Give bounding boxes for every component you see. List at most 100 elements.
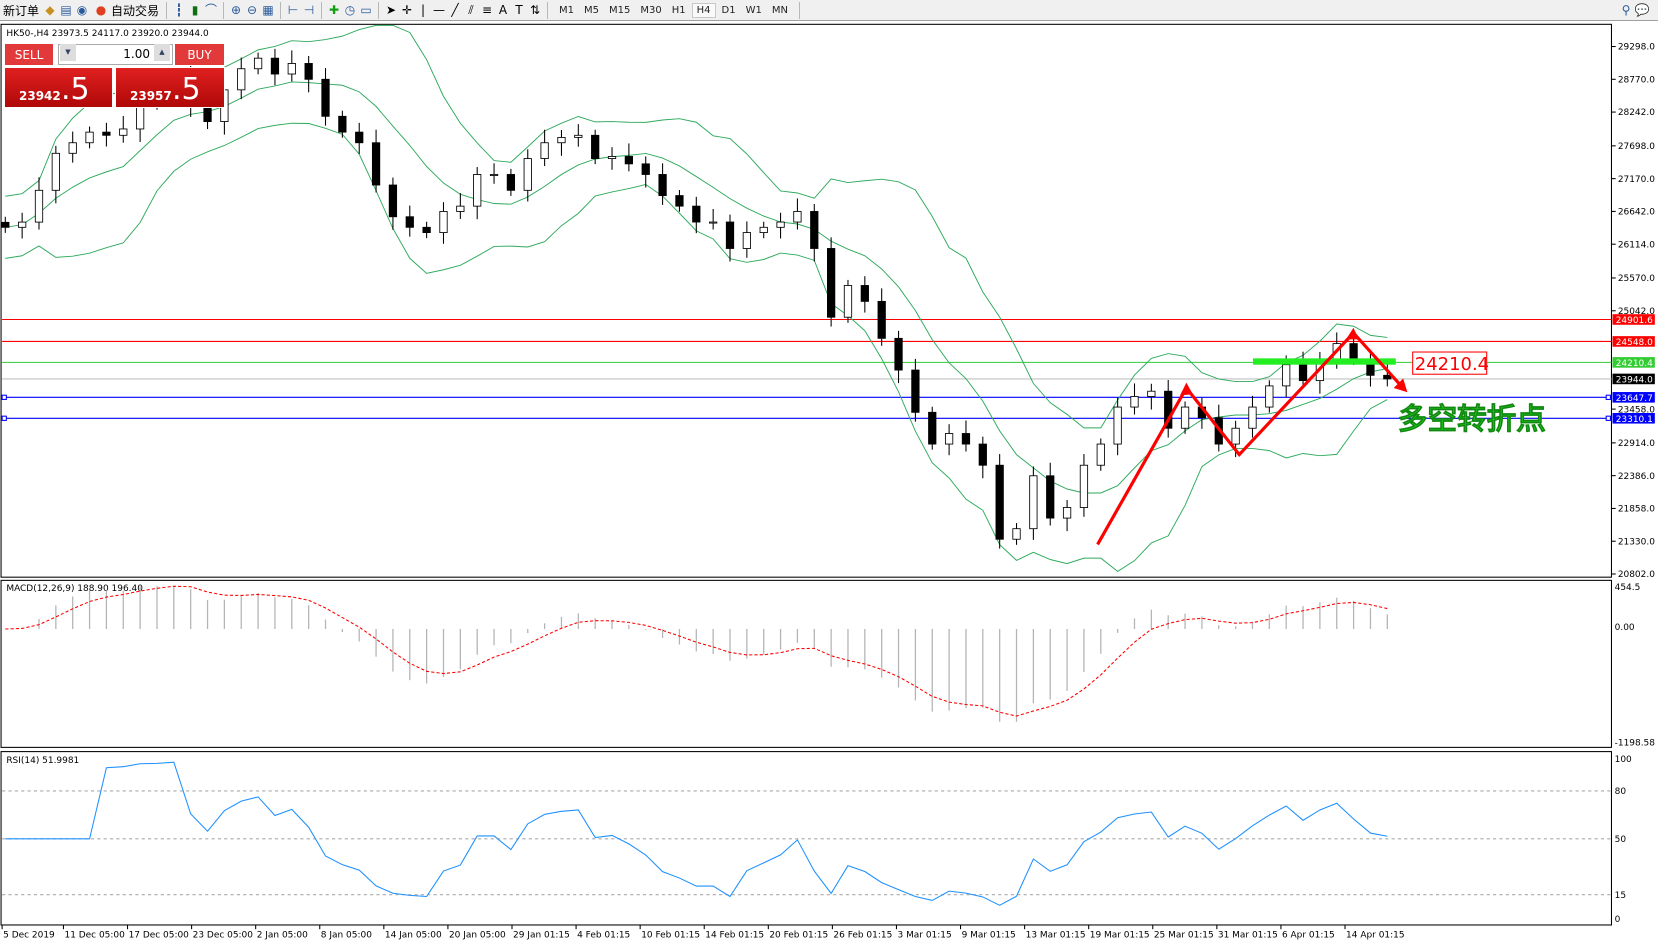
timeframe-mn[interactable]: MN	[771, 4, 788, 16]
candle	[776, 212, 785, 239]
price-tick-label: 27170.0	[1618, 175, 1655, 185]
candle	[253, 52, 263, 75]
arrows-icon[interactable]: ⇅	[530, 3, 541, 17]
timeframe-m1[interactable]: M1	[559, 4, 575, 16]
candle	[607, 147, 617, 170]
candle	[658, 163, 667, 205]
candle	[692, 196, 701, 234]
candle	[827, 237, 836, 327]
time-tick-label: 9 Mar 01:15	[962, 931, 1016, 941]
candle-body	[607, 156, 617, 160]
chart-shift-icon[interactable]: ⊣	[303, 3, 315, 17]
new-order-button[interactable]: 新订单	[0, 1, 42, 20]
lot-decrease-icon[interactable]: ▼	[60, 44, 76, 61]
bar-chart-icon[interactable]: ┇	[175, 3, 183, 17]
candle	[725, 214, 735, 262]
price-tick-label: 26642.0	[1618, 208, 1655, 218]
price-line-label-bg	[1612, 373, 1655, 385]
buy-price-button[interactable]: 23957 .5	[115, 67, 225, 108]
fibonacci-icon[interactable]: ≡	[482, 3, 493, 17]
separator	[166, 1, 168, 19]
database-icon[interactable]: ▤	[60, 3, 72, 17]
arrow-head-icon	[1393, 378, 1408, 393]
search-icon[interactable]: ⚲	[1621, 3, 1631, 17]
candle-body	[321, 78, 330, 117]
candle-body	[725, 221, 735, 249]
pivot-price-label: 24210.4	[1415, 354, 1489, 375]
indicators-icon[interactable]: ✚	[329, 3, 340, 17]
chat-icon[interactable]: 💬	[1634, 3, 1650, 17]
zigzag-arrow	[1096, 330, 1404, 546]
auto-scroll-icon[interactable]: ⊢	[287, 3, 299, 17]
price-line-label-bg	[1612, 314, 1655, 325]
time-tick-label: 10 Feb 01:15	[641, 931, 700, 941]
separator	[798, 1, 800, 19]
timeframe-m15[interactable]: M15	[609, 4, 631, 16]
zoom-out-icon[interactable]: ⊖	[247, 3, 258, 17]
rsi-tick-label: 100	[1615, 755, 1632, 765]
candle-body	[523, 158, 532, 191]
time-tick-label: 25 Mar 01:15	[1154, 931, 1214, 941]
macd-tick-label: -1198.58	[1615, 738, 1656, 748]
candle-body	[978, 443, 987, 466]
sell-price-button[interactable]: 23942 .5	[4, 67, 113, 108]
timeframe-h1[interactable]: H1	[671, 4, 686, 16]
candle	[1012, 523, 1021, 545]
zoom-in-icon[interactable]: ⊕	[231, 3, 242, 17]
crosshair-icon[interactable]: ✛	[402, 3, 413, 17]
buy-button[interactable]: BUY	[174, 43, 225, 66]
candle	[304, 56, 313, 93]
signal-icon[interactable]: ◉	[76, 3, 88, 17]
text-icon[interactable]: A	[498, 3, 508, 17]
equidistant-channel-icon[interactable]: ⫽	[468, 3, 474, 17]
candle	[506, 168, 516, 196]
candle	[1, 216, 10, 233]
time-tick-label: 29 Jan 01:15	[513, 931, 570, 941]
timeframe-w1[interactable]: W1	[745, 4, 762, 16]
candle-body	[1096, 443, 1105, 466]
vertical-line-icon[interactable]: |	[421, 3, 426, 17]
sell-button[interactable]: SELL	[4, 43, 54, 66]
timeframe-d1[interactable]: D1	[721, 4, 736, 16]
auto-trading-button[interactable]: ● 自动交易	[90, 1, 162, 20]
candle	[456, 193, 465, 219]
candle	[759, 221, 768, 239]
trendline-icon[interactable]: ╱	[451, 3, 459, 17]
lot-increase-icon[interactable]: ▲	[154, 44, 170, 61]
timeframe-m5[interactable]: M5	[584, 4, 600, 16]
separator	[280, 1, 282, 19]
time-tick-label: 11 Dec 05:00	[65, 931, 126, 941]
candle-body	[287, 63, 296, 75]
candle	[574, 124, 583, 147]
candle-body	[203, 105, 212, 122]
candlestick-icon[interactable]: ▮	[191, 3, 199, 17]
candle	[34, 177, 44, 230]
candle-body	[591, 134, 600, 160]
candle-body	[944, 433, 954, 445]
price-tick-label: 22386.0	[1618, 472, 1655, 482]
price-tick-label: 28770.0	[1618, 75, 1655, 85]
lot-size-input[interactable]: 1.00	[58, 44, 173, 65]
periods-clock-icon[interactable]: ◷	[344, 3, 356, 17]
price-line-label: 24548.0	[1616, 338, 1653, 348]
templates-icon[interactable]: ▭	[360, 3, 372, 17]
candle-body	[1029, 475, 1038, 530]
timeframe-h4[interactable]: H4	[691, 2, 716, 18]
candle	[843, 279, 853, 323]
candle-body	[961, 433, 971, 445]
candle-body	[304, 63, 313, 80]
diamond-icon[interactable]: ◆	[45, 3, 55, 17]
candle-body	[85, 131, 94, 144]
horizontal-line-icon[interactable]: —	[433, 3, 446, 17]
price-tick-label: 20802.0	[1618, 570, 1655, 580]
line-chart-icon[interactable]: ⌒	[205, 3, 218, 17]
macd-signal-line	[5, 585, 1388, 717]
candle-body	[338, 115, 347, 133]
candle	[1096, 438, 1105, 471]
cursor-icon[interactable]: ➤	[386, 3, 397, 17]
pivot-annotation-text: 多空转折点	[1398, 402, 1546, 436]
tile-windows-icon[interactable]: ▦	[262, 3, 274, 17]
text-label-icon[interactable]: T	[515, 3, 523, 17]
timeframe-m30[interactable]: M30	[640, 4, 662, 16]
